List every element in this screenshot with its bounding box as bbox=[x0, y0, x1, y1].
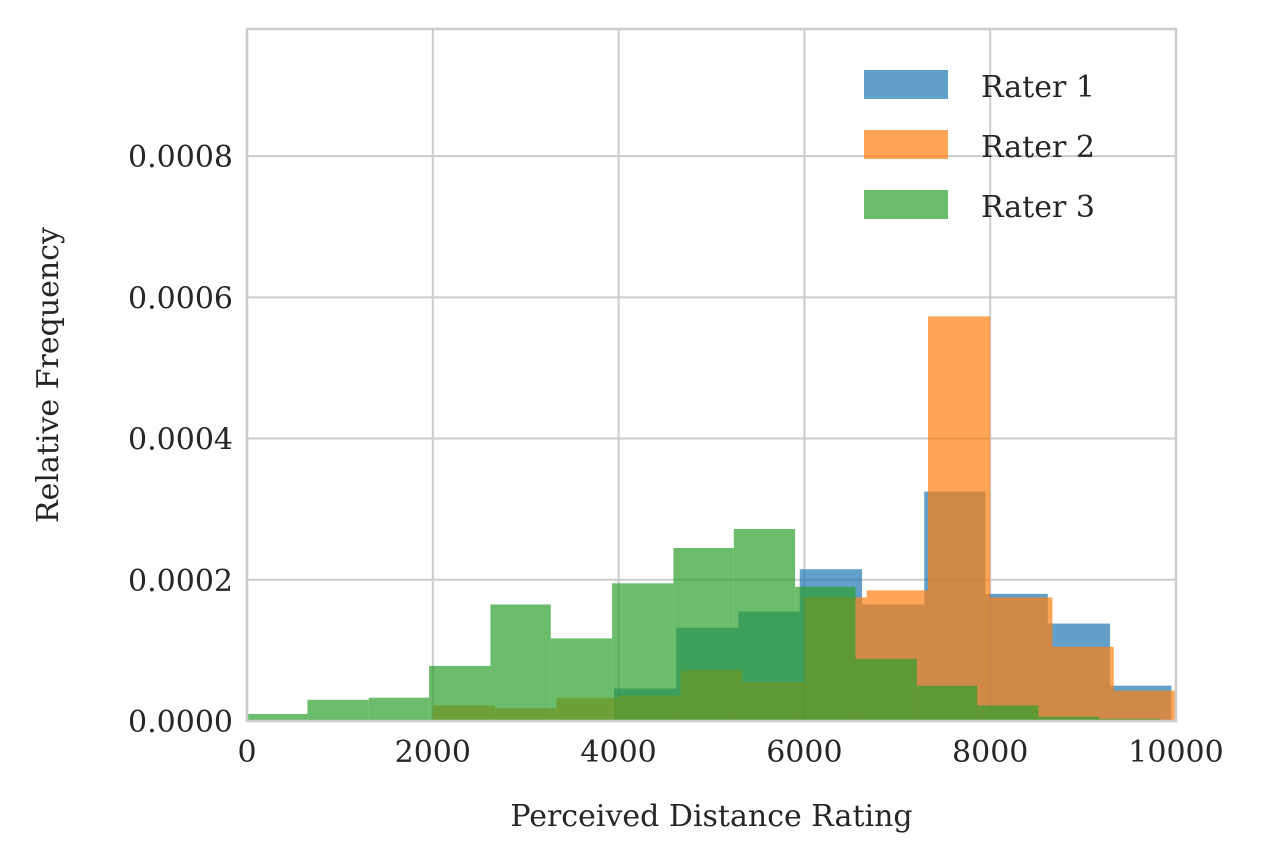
legend-swatch bbox=[864, 190, 948, 219]
legend-label: Rater 1 bbox=[981, 70, 1095, 105]
legend-swatch bbox=[864, 70, 948, 99]
bars bbox=[247, 316, 1176, 721]
histogram-bar bbox=[990, 597, 1053, 721]
y-tick-label: 0.0000 bbox=[128, 705, 233, 740]
y-axis-ticks: 0.0000 0.0002 0.0004 0.0006 0.0008 bbox=[128, 140, 233, 740]
legend-label: Rater 3 bbox=[981, 190, 1095, 225]
histogram-bar bbox=[855, 658, 917, 721]
histogram-bar bbox=[1052, 646, 1114, 721]
x-tick-label: 4000 bbox=[580, 735, 656, 770]
y-tick-label: 0.0008 bbox=[128, 140, 233, 175]
legend-label: Rater 2 bbox=[981, 130, 1095, 165]
x-tick-label: 6000 bbox=[766, 735, 842, 770]
histogram-bar bbox=[673, 548, 734, 721]
y-tick-label: 0.0004 bbox=[128, 423, 233, 458]
histogram-bar bbox=[1113, 690, 1176, 721]
x-axis-label: Perceived Distance Rating bbox=[510, 799, 912, 834]
x-tick-label: 10000 bbox=[1128, 735, 1223, 770]
legend-swatch bbox=[864, 130, 948, 159]
y-axis-label: Relative Frequency bbox=[31, 227, 66, 523]
legend-item: Rater 3 bbox=[864, 190, 1095, 225]
histogram-bar bbox=[368, 697, 430, 721]
x-axis-ticks: 0 2000 4000 6000 8000 10000 bbox=[237, 735, 1223, 770]
histogram-bar bbox=[916, 685, 978, 721]
histogram-bar bbox=[429, 665, 491, 721]
x-tick-label: 2000 bbox=[395, 735, 471, 770]
y-tick-label: 0.0006 bbox=[128, 281, 233, 316]
histogram-bar bbox=[247, 713, 308, 721]
x-tick-label: 8000 bbox=[952, 735, 1028, 770]
histogram-bar bbox=[927, 316, 991, 721]
histogram-bar bbox=[795, 586, 856, 721]
histogram-bar bbox=[977, 705, 1039, 721]
x-tick-label: 0 bbox=[237, 735, 256, 770]
histogram-bar bbox=[733, 528, 796, 721]
histogram-bar bbox=[307, 699, 369, 721]
plot-frame bbox=[245, 27, 1178, 723]
histogram-bar bbox=[1038, 716, 1099, 721]
legend: Rater 1 Rater 2 Rater 3 bbox=[864, 70, 1095, 225]
legend-item: Rater 2 bbox=[864, 130, 1095, 165]
series-3-bars bbox=[247, 528, 1161, 721]
histogram-bar bbox=[612, 583, 674, 721]
y-tick-label: 0.0002 bbox=[128, 564, 233, 599]
histogram-bar bbox=[490, 604, 551, 721]
legend-item: Rater 1 bbox=[864, 70, 1095, 105]
histogram-bar bbox=[550, 638, 613, 721]
